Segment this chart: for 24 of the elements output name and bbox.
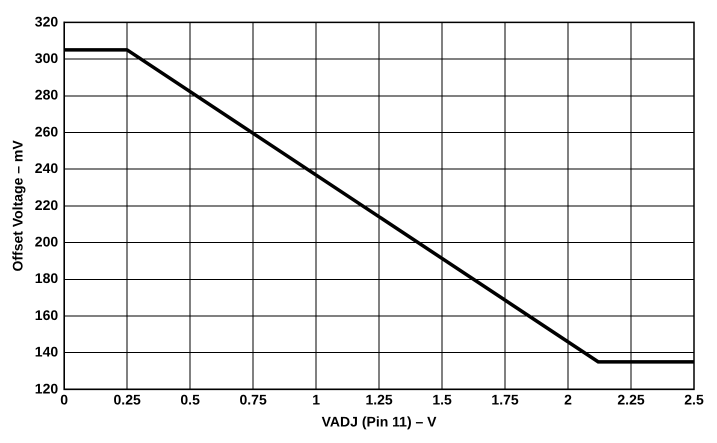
- y-axis-title: Offset Voltage – mV: [9, 140, 26, 272]
- x-tick-label: 2.25: [617, 392, 645, 408]
- y-tick-label: 160: [34, 306, 58, 323]
- x-tick-label: 2.5: [684, 392, 704, 408]
- x-tick-label: 1.5: [432, 392, 452, 408]
- y-tick-label: 280: [34, 86, 58, 103]
- y-tick-label: 320: [34, 13, 58, 30]
- x-tick-label: 0: [60, 392, 68, 408]
- x-tick-label: 1.75: [491, 392, 519, 408]
- y-tick-label: 300: [34, 50, 58, 66]
- y-tick-label: 220: [34, 196, 58, 213]
- x-tick-label: 0.75: [239, 392, 267, 408]
- y-tick-label: 240: [34, 160, 58, 176]
- x-tick-label: 1: [312, 392, 320, 408]
- y-tick-label: 140: [34, 344, 58, 360]
- x-tick-label: 0.5: [180, 392, 200, 408]
- x-axis-title: VADJ (Pin 11) – V: [322, 413, 438, 430]
- x-tick-label: 1.25: [365, 392, 393, 408]
- y-tick-label: 120: [34, 380, 58, 396]
- x-tick-label: 0.25: [114, 392, 141, 408]
- x-tick-label: 2: [564, 392, 572, 408]
- y-tick-label: 180: [34, 270, 58, 286]
- y-tick-label: 200: [34, 233, 58, 250]
- y-tick-label: 260: [34, 123, 58, 140]
